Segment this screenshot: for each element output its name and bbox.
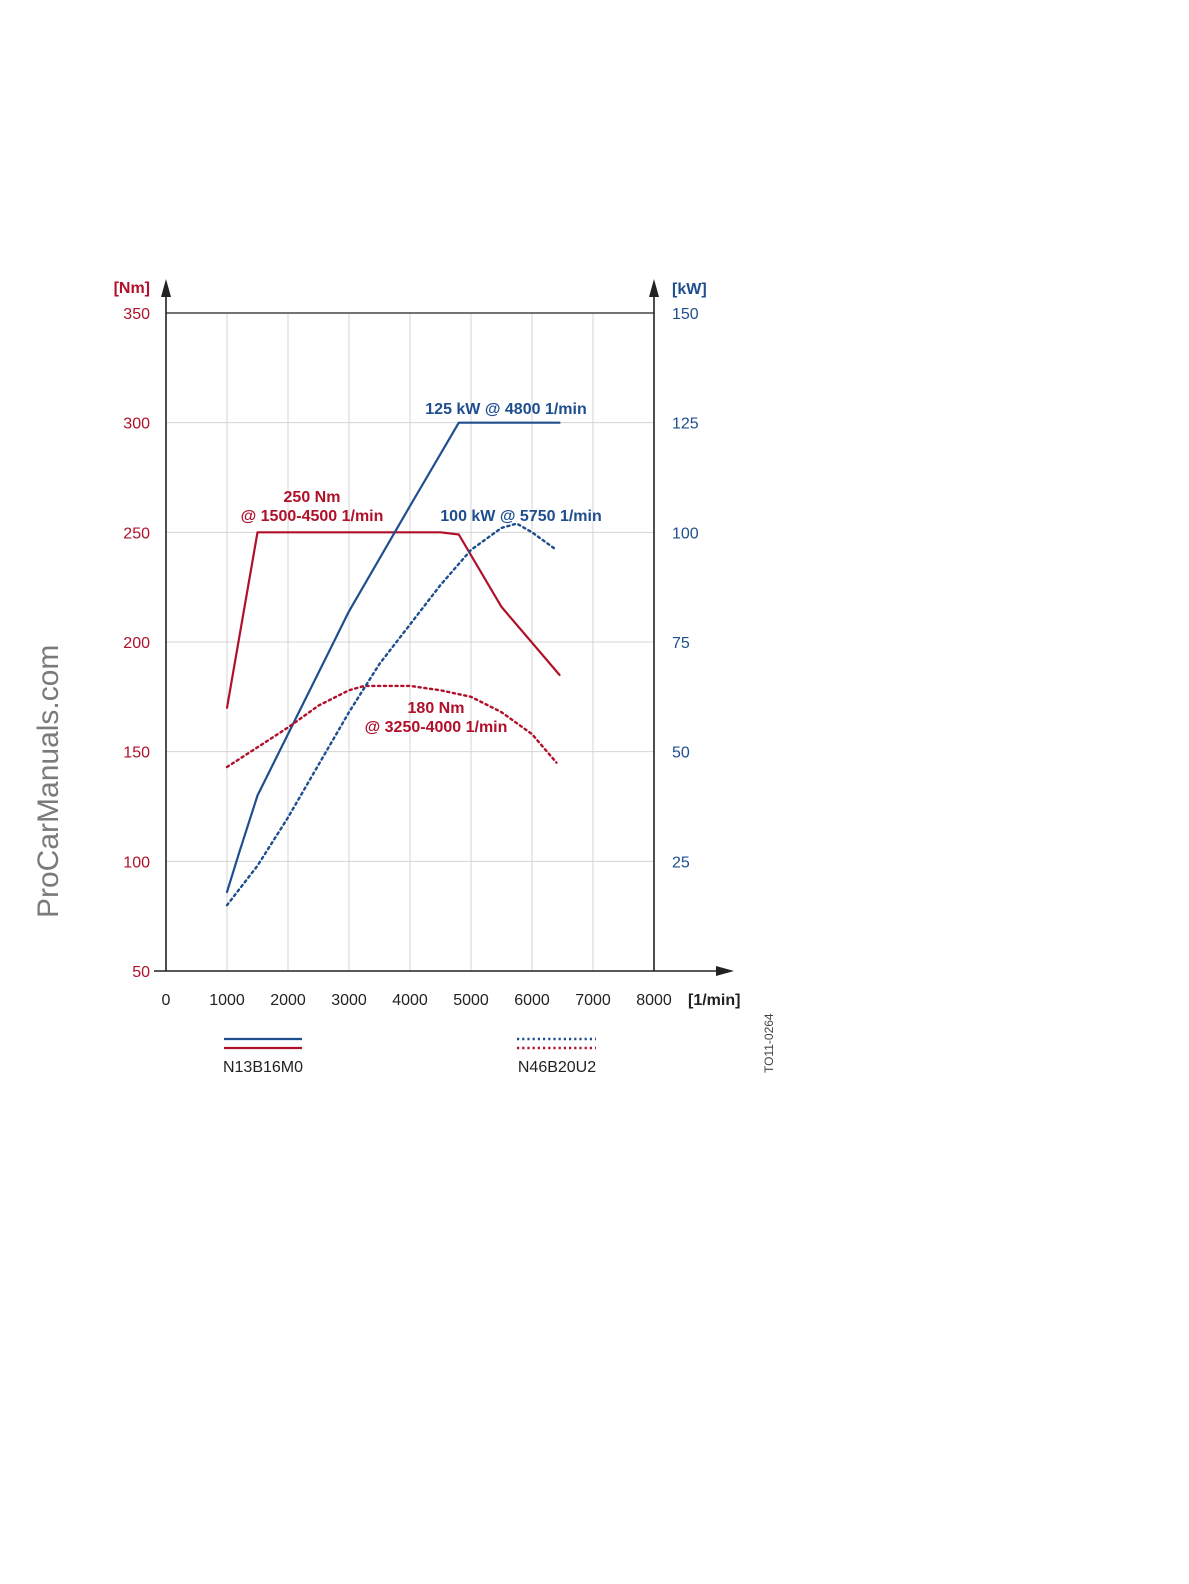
y-left-tick-label: 100 xyxy=(123,854,150,871)
y-left-axis-arrow xyxy=(161,279,171,297)
legend-label: N13B16M0 xyxy=(223,1059,303,1076)
y-right-tick-label: 75 xyxy=(672,635,690,652)
x-tick-label: 8000 xyxy=(636,992,672,1009)
x-tick-label: 0 xyxy=(162,992,171,1009)
annotation-label: 100 kW @ 5750 1/min xyxy=(440,508,601,525)
y-left-tick-label: 200 xyxy=(123,635,150,652)
x-tick-label: 1000 xyxy=(209,992,245,1009)
y-right-tick-label: 25 xyxy=(672,854,690,871)
x-tick-label: 5000 xyxy=(453,992,489,1009)
series-line-power-solid xyxy=(225,421,561,894)
x-unit-label: [1/min] xyxy=(688,992,740,1009)
series-line-torque-dotted xyxy=(225,684,558,769)
x-tick-label: 6000 xyxy=(514,992,550,1009)
y-right-tick-label: 150 xyxy=(672,306,699,323)
legend: N13B16M0 N46B20U2 xyxy=(223,1037,596,1076)
annotation-label: @ 1500-4500 1/min xyxy=(241,508,384,525)
y-left-tick-label: 50 xyxy=(132,964,150,981)
x-axis-arrow xyxy=(716,966,734,976)
series-group xyxy=(225,421,561,907)
annotations: 125 kW @ 4800 1/min 250 Nm @ 1500-4500 1/m… xyxy=(241,401,602,736)
annotation-label: 180 Nm xyxy=(408,700,465,717)
annotation-label: 250 Nm xyxy=(284,489,341,506)
annotation-label: @ 3250-4000 1/min xyxy=(365,719,508,736)
y-right-axis-arrow xyxy=(649,279,659,297)
tick-labels: 0 1000 2000 3000 4000 5000 6000 7000 8000 50 100 15… xyxy=(114,280,741,1009)
watermark-text: ProCarManuals.com xyxy=(32,645,65,918)
legend-label: N46B20U2 xyxy=(518,1059,596,1076)
x-tick-label: 7000 xyxy=(575,992,611,1009)
series-line-torque-solid xyxy=(225,531,561,709)
y-right-unit-label: [kW] xyxy=(672,281,707,298)
y-left-unit-label: [Nm] xyxy=(114,280,150,297)
figure-id: TO11-0264 xyxy=(762,1013,776,1073)
y-right-tick-label: 50 xyxy=(672,745,690,762)
x-tick-label: 2000 xyxy=(270,992,306,1009)
x-tick-label: 3000 xyxy=(331,992,367,1009)
y-left-tick-label: 350 xyxy=(123,306,150,323)
y-right-tick-label: 100 xyxy=(672,525,699,542)
y-left-tick-label: 300 xyxy=(123,416,150,433)
y-right-tick-label: 125 xyxy=(672,416,699,433)
series-line-power-dotted xyxy=(225,522,558,907)
axes xyxy=(154,279,734,976)
annotation-label: 125 kW @ 4800 1/min xyxy=(425,401,586,418)
y-left-tick-label: 150 xyxy=(123,745,150,762)
x-tick-label: 4000 xyxy=(392,992,428,1009)
y-left-tick-label: 250 xyxy=(123,525,150,542)
